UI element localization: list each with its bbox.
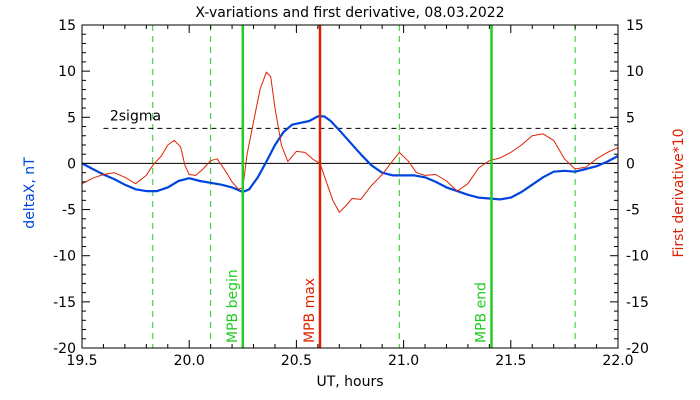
y-tick-label-left: 5	[67, 110, 76, 126]
series-line-deltaX	[81, 115, 619, 201]
vertical-marker-label-mpb-end: MPB end	[474, 282, 490, 343]
y-tick-label-right: -5	[626, 203, 640, 219]
series-line-derivative	[81, 71, 619, 213]
y-tick-label-right: 0	[626, 156, 635, 172]
x-tick-label: 21.0	[388, 353, 419, 369]
y-axis-label-right: First derivative*10	[671, 128, 687, 257]
y-tick-label-left: 0	[67, 156, 76, 172]
chart-title: X-variations and first derivative, 08.03…	[195, 5, 504, 21]
x-tick-label: 20.5	[281, 353, 312, 369]
x-tick-label: 20.0	[174, 353, 205, 369]
y-tick-label-right: -15	[626, 295, 649, 311]
y-tick-label-right: 10	[626, 64, 644, 80]
vertical-marker-label-mpb-begin: MPB begin	[225, 269, 241, 343]
x-tick-label: 22.0	[602, 353, 633, 369]
y-tick-label-left: -20	[53, 341, 76, 357]
y-tick-label-left: 15	[58, 18, 76, 34]
x-tick-label: 21.5	[495, 353, 526, 369]
threshold-label: 2sigma	[110, 108, 161, 124]
x-axis-label: UT, hours	[316, 374, 383, 390]
y-tick-label-right: 5	[626, 110, 635, 126]
y-tick-label-left: 10	[58, 64, 76, 80]
y-tick-label-right: -10	[626, 249, 649, 265]
y-tick-label-right: -20	[626, 341, 649, 357]
y-tick-label-left: -15	[53, 295, 76, 311]
y-tick-label-left: -10	[53, 249, 76, 265]
plot-area: 2sigma MPB begin MPB max MPB end 19.5 20.0 20.…	[53, 18, 649, 369]
x-tick-label: 19.5	[66, 353, 97, 369]
y-tick-label-right: 15	[626, 18, 644, 34]
y-tick-label-left: -5	[62, 203, 76, 219]
vertical-marker-label-mpb-max: MPB max	[302, 278, 318, 343]
plot-frame	[81, 24, 619, 349]
y-axis-label-left: deltaX, nT	[22, 157, 38, 229]
